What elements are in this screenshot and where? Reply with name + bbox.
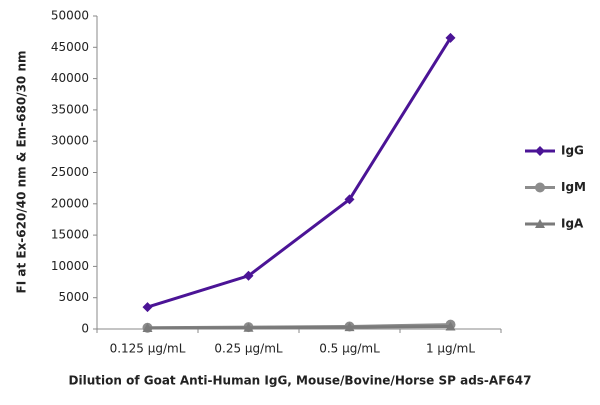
y-tick-label: 0 — [81, 322, 89, 336]
y-tick-label: 45000 — [51, 40, 89, 54]
legend-marker — [535, 182, 545, 193]
data-point — [142, 302, 153, 313]
legend-marker — [535, 146, 545, 156]
legend-label: IgA — [561, 217, 584, 231]
y-tick-label: 15000 — [51, 228, 89, 242]
y-axis-title: FI at Ex-620/40 nm & Em-680/30 nm — [15, 51, 29, 294]
x-tick-label: 0.25 µg/mL — [214, 342, 283, 356]
y-tick-label: 20000 — [51, 196, 89, 210]
x-tick-label: 1 µg/mL — [426, 342, 475, 356]
y-tick-label: 30000 — [51, 134, 89, 148]
y-tick-label: 10000 — [51, 259, 89, 273]
y-tick-label: 5000 — [58, 290, 89, 304]
data-point — [445, 321, 456, 331]
legend-label: IgM — [561, 180, 586, 194]
data-point — [344, 194, 355, 205]
data-point — [243, 322, 254, 332]
data-point — [445, 32, 456, 43]
y-tick-label: 50000 — [51, 9, 89, 23]
series-line — [147, 324, 451, 330]
x-tick-label: 0.5 µg/mL — [319, 342, 380, 356]
data-point — [142, 323, 153, 333]
y-tick-label: 25000 — [51, 165, 89, 179]
data-point — [243, 270, 254, 281]
legend-label: IgG — [561, 144, 584, 158]
x-tick-label: 0.125 µg/mL — [110, 342, 186, 356]
data-point — [344, 322, 355, 332]
x-axis-title: Dilution of Goat Anti-Human IgG, Mouse/B… — [69, 374, 532, 388]
y-tick-label: 35000 — [51, 102, 89, 116]
series-line — [147, 37, 452, 309]
legend-marker — [535, 219, 545, 228]
y-tick-label: 40000 — [51, 71, 89, 85]
